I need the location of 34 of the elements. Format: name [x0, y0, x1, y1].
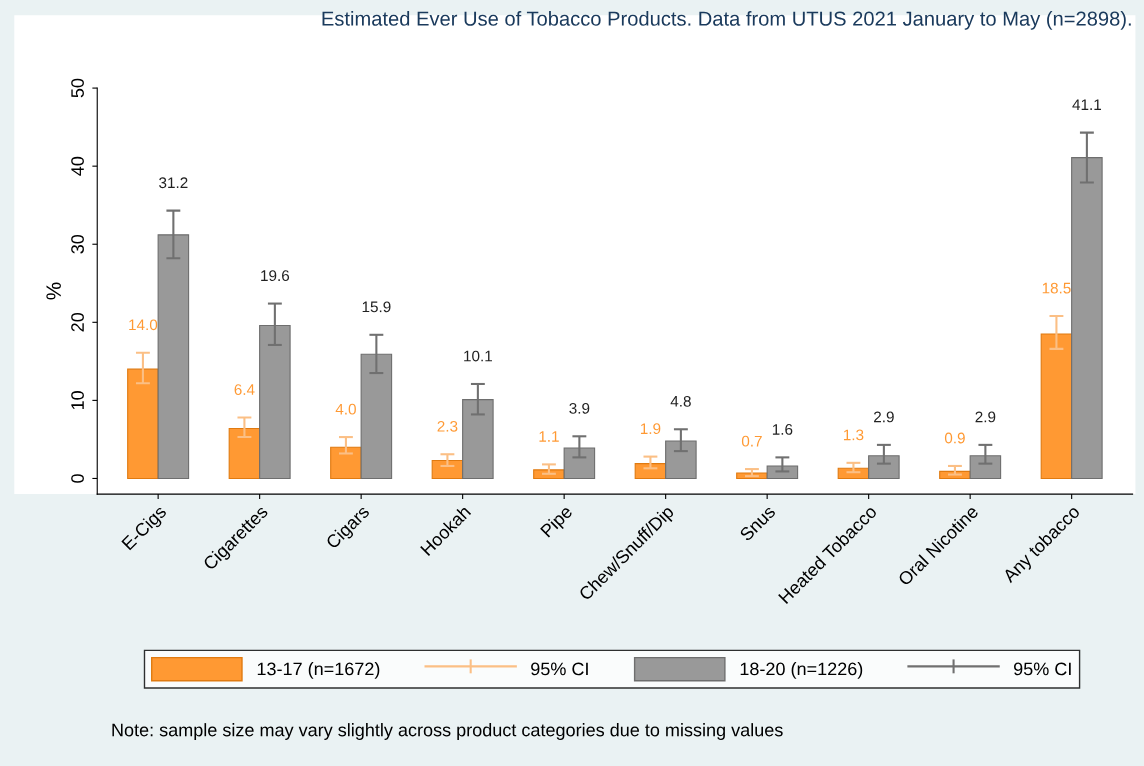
legend-label: 18-20 (n=1226)	[740, 662, 863, 679]
data-label: 15.9	[362, 301, 391, 313]
y-tick-label: 10	[71, 391, 84, 410]
data-label: 14.0	[129, 319, 158, 331]
data-label: 3.9	[569, 402, 590, 414]
data-label: 6.4	[234, 384, 255, 396]
chart-title: Estimated Ever Use of Tobacco Products. Data from UTUS 2021 January to May (n=2898).	[322, 11, 1131, 30]
data-label: 4.8	[670, 395, 691, 407]
y-tick-label: 20	[71, 312, 84, 332]
data-label: 0.7	[741, 435, 762, 447]
data-label: 2.9	[874, 411, 894, 423]
data-label: 1.9	[640, 423, 661, 435]
data-label: 41.1	[1072, 99, 1102, 110]
data-label: 18.5	[1042, 282, 1071, 294]
y-tick-label: 0	[71, 474, 84, 483]
y-axis-title: %	[46, 282, 61, 300]
data-label: 2.3	[437, 420, 458, 432]
text: 95% CI	[531, 662, 588, 676]
x-tick-label: Pipe	[539, 504, 576, 541]
legend-label: 13-17 (n=1672)	[257, 662, 380, 679]
data-label: 1.1	[539, 431, 559, 442]
data-label: 2.9	[975, 411, 996, 423]
data-label: 0.9	[944, 432, 965, 444]
data-label: 10.1	[464, 350, 492, 362]
data-label: 31.2	[159, 177, 188, 189]
data-label: 4.0	[335, 403, 356, 415]
data-label: 19.6	[261, 270, 290, 282]
text: Note: sample size may vary slightly across product categories due to missing values	[112, 723, 783, 740]
text: 95% CI	[1014, 662, 1071, 676]
y-tick-label: 40	[71, 156, 84, 176]
data-label: 1.6	[772, 424, 793, 435]
data-label: 1.3	[843, 429, 864, 441]
y-tick-label: 30	[71, 234, 84, 254]
y-tick-label: 50	[71, 78, 84, 98]
